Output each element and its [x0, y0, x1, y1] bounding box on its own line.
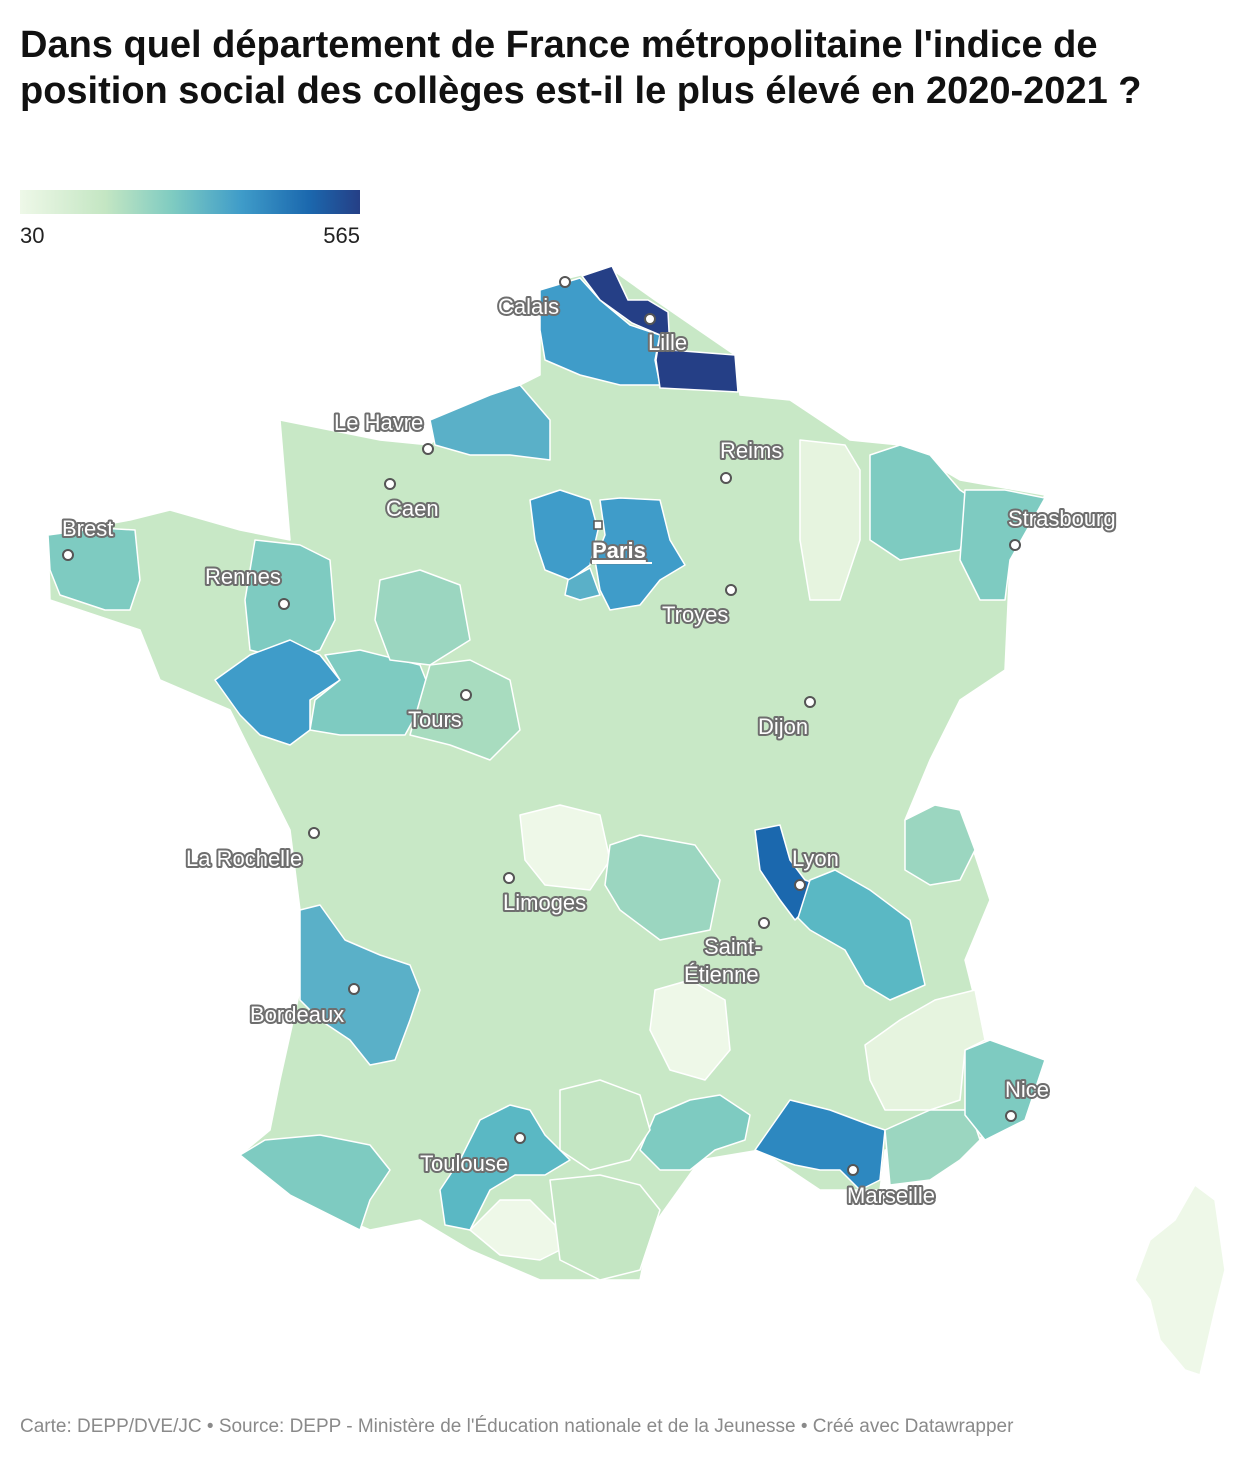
city-label-nice: Nice [1005, 1077, 1049, 1102]
france-map: Calais Lille Le Havre Reims Caen Brest S… [47, 265, 1226, 1376]
dept-creuse [519, 804, 611, 891]
city-label-tours: Tours [408, 707, 462, 732]
city-marker-paris [593, 520, 603, 530]
city-label-brest: Brest [62, 516, 113, 541]
city-marker-la-rochelle [308, 827, 320, 839]
city-marker-rennes [278, 598, 290, 610]
dept-haute-savoie [904, 804, 976, 886]
city-label-caen: Caen [386, 496, 439, 521]
dept-yvelines [529, 489, 599, 581]
corsica [1134, 1184, 1226, 1376]
dept-alpes-de-haute-provence [864, 989, 986, 1111]
city-marker-strasbourg [1009, 539, 1021, 551]
dept-nord [581, 265, 739, 393]
dept-moselle [869, 444, 976, 561]
city-marker-calais [559, 276, 571, 288]
dept-loire-atlantique [214, 639, 341, 746]
city-marker-saint-etienne [758, 917, 770, 929]
city-label-marseille: Marseille [847, 1183, 935, 1208]
city-marker-limoges [503, 872, 515, 884]
city-label-lyon: Lyon [792, 846, 839, 871]
city-marker-marseille [847, 1164, 859, 1176]
city-marker-toulouse [514, 1132, 526, 1144]
legend-min-label: 30 [20, 223, 45, 248]
dept-isere [797, 869, 926, 1001]
dept-ille-et-vilaine [244, 539, 336, 661]
city-label-paris: Paris [592, 538, 646, 563]
city-marker-dijon [804, 696, 816, 708]
city-marker-lyon [794, 879, 806, 891]
dept-haute-loire [649, 979, 731, 1081]
dept-tarn [559, 1079, 651, 1171]
dept-var [884, 1109, 981, 1186]
city-label-reims: Reims [720, 438, 782, 463]
city-label-le-havre: Le Havre [334, 410, 423, 435]
city-marker-caen [384, 478, 396, 490]
city-label-rennes: Rennes [205, 564, 281, 589]
dept-haute-garonne [439, 1104, 571, 1231]
dept-puy-de-dome [604, 834, 721, 941]
city-label-strasbourg: Strasbourg [1008, 506, 1116, 531]
city-label-saint-etienne-line2: Étienne [684, 962, 759, 987]
city-label-troyes: Troyes [662, 602, 728, 627]
city-label-bordeaux: Bordeaux [250, 1002, 344, 1027]
city-marker-nice [1005, 1110, 1017, 1122]
city-marker-tours [460, 689, 472, 701]
city-marker-le-havre [422, 443, 434, 455]
city-marker-troyes [725, 584, 737, 596]
city-marker-reims [720, 472, 732, 484]
dept-meuse [799, 439, 861, 601]
page-title: Dans quel département de France métropol… [20, 24, 1142, 112]
city-label-dijon: Dijon [758, 714, 808, 739]
color-legend: 30 565 [20, 190, 360, 248]
dept-indre-et-loire [409, 659, 521, 761]
city-label-toulouse: Toulouse [420, 1151, 508, 1176]
departments [47, 265, 1226, 1376]
dept-aude [549, 1174, 661, 1281]
dept-sarthe [374, 569, 471, 666]
city-marker-bordeaux [348, 983, 360, 995]
dept-seine-maritime [429, 384, 551, 461]
city-marker-brest [62, 549, 74, 561]
dept-seine-et-marne [594, 497, 686, 611]
source-footer: Carte: DEPP/DVE/JC • Source: DEPP - Mini… [20, 1416, 1014, 1437]
dept-pyrenees-atlantiques [239, 1134, 391, 1231]
city-label-la-rochelle: La Rochelle [186, 846, 302, 871]
city-label-saint-etienne: Saint- [704, 934, 761, 959]
city-label-calais: Calais [498, 294, 559, 319]
cities: Calais Lille Le Havre Reims Caen Brest S… [60, 276, 1118, 1210]
dept-gard [639, 1094, 751, 1171]
city-marker-lille [644, 313, 656, 325]
dept-bas-rhin [959, 489, 1046, 601]
city-label-lille: Lille [648, 330, 687, 355]
legend-max-label: 565 [323, 223, 360, 248]
dept-finistere [47, 527, 141, 611]
dept-alpes-maritimes [964, 1039, 1046, 1141]
dept-essonne [564, 567, 601, 601]
city-label-limoges: Limoges [503, 890, 586, 915]
dept-gironde [299, 904, 421, 1066]
legend-gradient-bar [20, 190, 360, 214]
